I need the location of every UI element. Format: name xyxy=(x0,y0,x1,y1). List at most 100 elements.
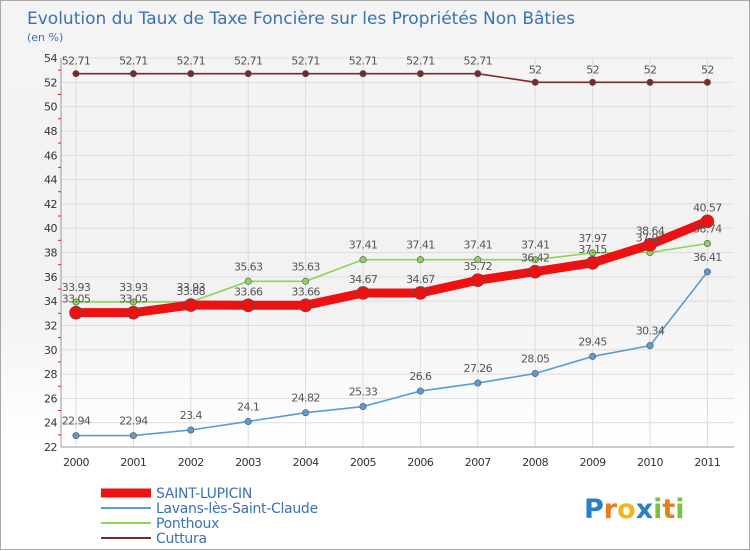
y-tick-label: 26 xyxy=(44,392,57,405)
data-point xyxy=(187,426,195,434)
data-label: 34.67 xyxy=(406,273,435,286)
y-axis-unit-label: (en %) xyxy=(27,31,63,44)
data-point xyxy=(72,298,80,306)
data-point xyxy=(244,70,252,78)
data-point xyxy=(244,417,252,425)
data-label: 23.4 xyxy=(180,409,203,422)
data-label: 37.97 xyxy=(578,232,607,245)
data-point xyxy=(528,264,543,279)
data-label: 52 xyxy=(701,63,714,76)
y-tick-label: 38 xyxy=(44,247,57,260)
x-tick-label: 2001 xyxy=(120,456,146,469)
legend-label: Ponthoux xyxy=(156,516,219,532)
series-line xyxy=(75,72,709,84)
x-tick-label: 2000 xyxy=(63,456,89,469)
data-point xyxy=(129,70,137,78)
data-label: 38.74 xyxy=(693,223,722,236)
data-label: 33.66 xyxy=(234,285,263,298)
logo-letter: t xyxy=(662,494,675,525)
series-line xyxy=(71,216,712,318)
data-point xyxy=(302,277,310,285)
data-point xyxy=(302,70,310,78)
data-label: 52.71 xyxy=(406,55,435,68)
logo-letter: o xyxy=(617,494,636,525)
logo-letter: i xyxy=(675,494,684,525)
data-label: 33.93 xyxy=(119,281,148,294)
data-label: 35.63 xyxy=(234,260,263,273)
data-point xyxy=(359,256,367,264)
data-label: 52.71 xyxy=(291,55,320,68)
y-tick-label: 48 xyxy=(44,125,57,138)
data-label: 36.42 xyxy=(521,252,550,265)
data-point xyxy=(129,432,137,440)
data-label: 38.64 xyxy=(636,225,665,238)
y-tick-label: 44 xyxy=(44,174,57,187)
data-label: 33.93 xyxy=(177,281,206,294)
chart-title: Evolution du Taux de Taxe Foncière sur l… xyxy=(27,9,575,29)
legend: SAINT-LUPICINLavans-lès-Saint-ClaudePont… xyxy=(101,486,318,547)
data-label: 24.82 xyxy=(291,392,320,405)
data-label: 52.71 xyxy=(62,55,91,68)
data-point xyxy=(416,256,424,264)
data-point xyxy=(356,286,370,300)
y-tick-label: 36 xyxy=(44,271,57,284)
data-label: 37.97 xyxy=(636,232,665,245)
data-label: 25.33 xyxy=(349,386,378,399)
data-label: 35.72 xyxy=(464,260,493,273)
data-label: 37.15 xyxy=(578,243,607,256)
data-label: 52.71 xyxy=(177,55,206,68)
data-label-layer: 52.71 52.71 52.71 52.71 52.71 52.71 52.71 52.71… xyxy=(62,55,723,428)
data-point xyxy=(589,78,597,86)
x-tick-label: 2008 xyxy=(522,456,548,469)
data-label: 33.93 xyxy=(62,281,91,294)
data-point xyxy=(531,369,539,377)
series-line xyxy=(75,271,709,437)
data-point xyxy=(72,70,80,78)
data-point xyxy=(700,214,715,229)
y-tick-label: 52 xyxy=(44,76,57,89)
svg-text:Proxiti: Proxiti xyxy=(584,494,685,525)
data-label: 33.05 xyxy=(62,293,91,306)
y-tick-label: 46 xyxy=(44,149,57,162)
data-point xyxy=(359,70,367,78)
y-tick-label: 34 xyxy=(44,295,57,308)
data-point xyxy=(474,256,482,264)
x-tick-label: 2002 xyxy=(178,456,204,469)
data-label: 33.05 xyxy=(119,293,148,306)
data-label: 40.57 xyxy=(693,201,722,214)
y-tick-label: 30 xyxy=(44,344,57,357)
data-point xyxy=(416,387,424,395)
data-point xyxy=(126,305,141,320)
data-label: 26.6 xyxy=(409,370,432,383)
data-point xyxy=(302,409,310,417)
data-label: 28.05 xyxy=(521,352,550,365)
data-label: 36.41 xyxy=(693,251,722,264)
data-point xyxy=(474,70,482,78)
x-tick-label: 2007 xyxy=(465,456,491,469)
data-label: 37.41 xyxy=(464,239,493,252)
data-label: 35.63 xyxy=(291,260,320,273)
data-point xyxy=(531,78,539,86)
legend-label: SAINT-LUPICIN xyxy=(156,486,252,502)
data-point xyxy=(72,432,80,440)
data-point xyxy=(298,298,313,313)
x-tick-label: 2011 xyxy=(694,456,720,469)
series-layer xyxy=(69,70,715,440)
data-point xyxy=(184,298,198,312)
data-point xyxy=(359,403,367,411)
y-tick-label: 42 xyxy=(44,198,57,211)
x-tick-label: 2003 xyxy=(235,456,261,469)
data-label: 29.45 xyxy=(578,335,607,348)
logo-letter: P xyxy=(584,494,604,525)
data-point xyxy=(646,342,654,350)
x-tick-label: 2004 xyxy=(293,456,319,469)
data-point xyxy=(413,286,428,300)
data-point xyxy=(470,273,485,288)
data-label: 52.71 xyxy=(119,55,148,68)
y-tick-label: 24 xyxy=(44,417,57,430)
data-label: 24.1 xyxy=(237,400,259,413)
data-point xyxy=(585,256,600,270)
data-point xyxy=(416,70,424,78)
